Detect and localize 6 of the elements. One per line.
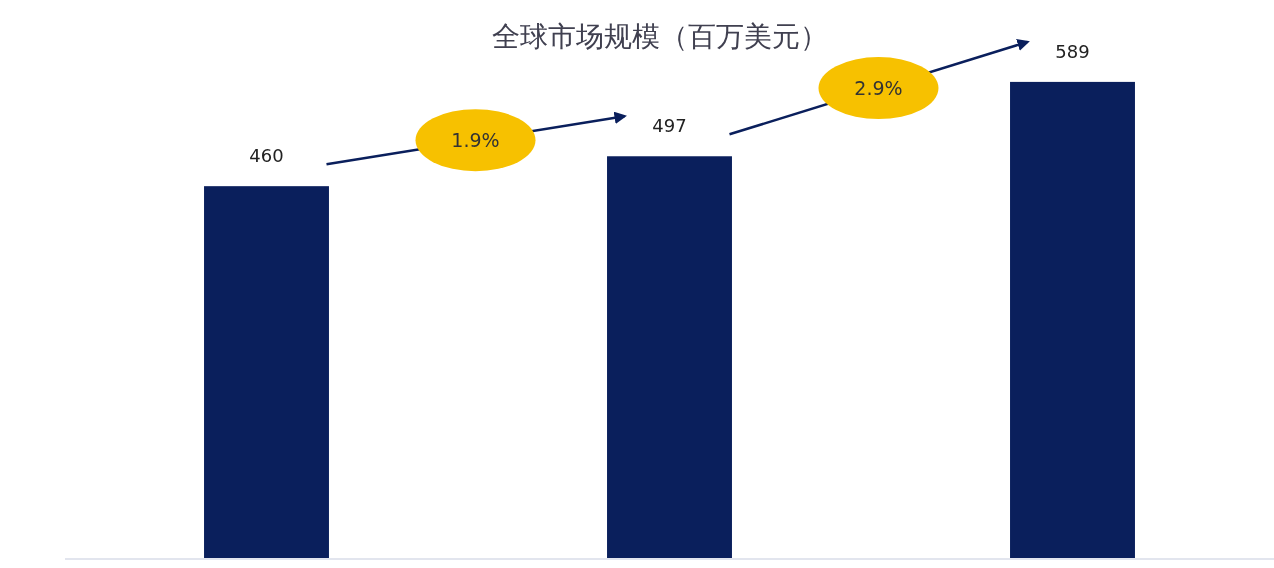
annotation: 1.9% — [451, 129, 500, 152]
title: 全球市场规模（百万美元） — [491, 20, 828, 53]
data-label: 497 — [652, 115, 687, 137]
data-label: 460 — [249, 145, 284, 167]
data-label: 589 — [1055, 40, 1090, 62]
annotation: 2.9% — [854, 77, 903, 100]
